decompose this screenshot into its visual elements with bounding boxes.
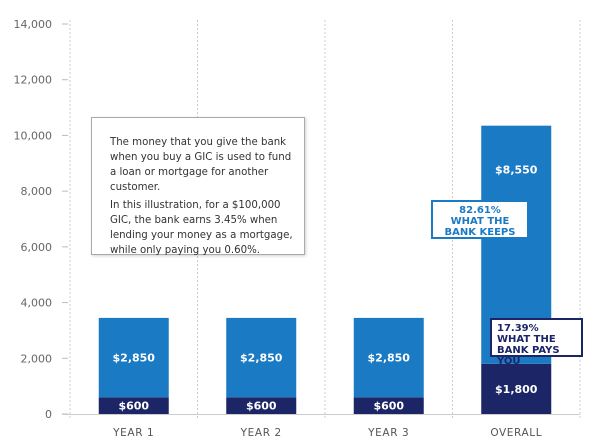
- x-category-label: YEAR 2: [240, 427, 282, 439]
- bank-keeps-line1: WHAT THE: [450, 216, 510, 227]
- bar-segment-pays: [353, 397, 424, 414]
- bar-value-label: $600: [373, 400, 404, 413]
- y-tick-label: 4,000: [21, 297, 53, 310]
- bank-keeps-line2: BANK KEEPS: [444, 227, 516, 238]
- bank-pays-line1: WHAT THE: [497, 334, 556, 345]
- bars: [98, 125, 552, 414]
- bar-value-label: $8,550: [495, 164, 538, 177]
- y-tick-label: 10,000: [14, 129, 53, 142]
- bar-segment-keeps: [226, 317, 297, 398]
- bank-keeps-pct: 82.61%: [459, 205, 501, 216]
- x-category-label: YEAR 3: [367, 427, 409, 439]
- bar-value-label: $600: [246, 400, 277, 413]
- x-category-label: OVERALL: [490, 427, 542, 439]
- bar-segment-keeps: [353, 317, 424, 398]
- bar-value-label: $2,850: [368, 352, 411, 365]
- bar-value-label: $2,850: [240, 352, 283, 365]
- bank-pays-line2: BANK PAYS YOU: [497, 345, 560, 367]
- callout-paragraph-2: In this illustration, for a $100,000 GIC…: [110, 200, 293, 256]
- axes: 0 2,000 4,000 6,000 8,000 10,000 12,000 14,000 Y…: [14, 18, 580, 439]
- bank-keeps-annotation: 82.61% WHAT THE BANK KEEPS: [431, 200, 529, 239]
- bank-pays-annotation: 17.39% WHAT THE BANK PAYS YOU: [490, 318, 583, 367]
- y-tick-label: 12,000: [14, 74, 53, 87]
- bank-pays-pct: 17.39%: [497, 323, 539, 334]
- bar-value-label: $600: [118, 400, 149, 413]
- bar-labels: $600 $2,850 $600 $2,850 $600 $2,850 $1,800 $8,5…: [113, 164, 538, 413]
- bar-value-label: $1,800: [495, 383, 538, 396]
- x-category-label: YEAR 1: [112, 427, 154, 439]
- bar-value-label: $2,850: [113, 352, 156, 365]
- y-tick-label: 6,000: [21, 241, 53, 254]
- explanation-callout: The money that you give the bank when yo…: [91, 117, 305, 256]
- y-tick-label: 8,000: [21, 185, 53, 198]
- y-tick-label: 14,000: [14, 18, 53, 31]
- y-tick-label: 0: [45, 408, 52, 421]
- y-tick-label: 2,000: [21, 352, 53, 365]
- bar-segment-pays: [481, 363, 552, 414]
- bar-segment-keeps: [98, 317, 169, 398]
- callout-paragraph-1: The money that you give the bank when yo…: [110, 137, 292, 193]
- bar-segment-pays: [226, 397, 297, 414]
- bar-segment-pays: [98, 397, 169, 414]
